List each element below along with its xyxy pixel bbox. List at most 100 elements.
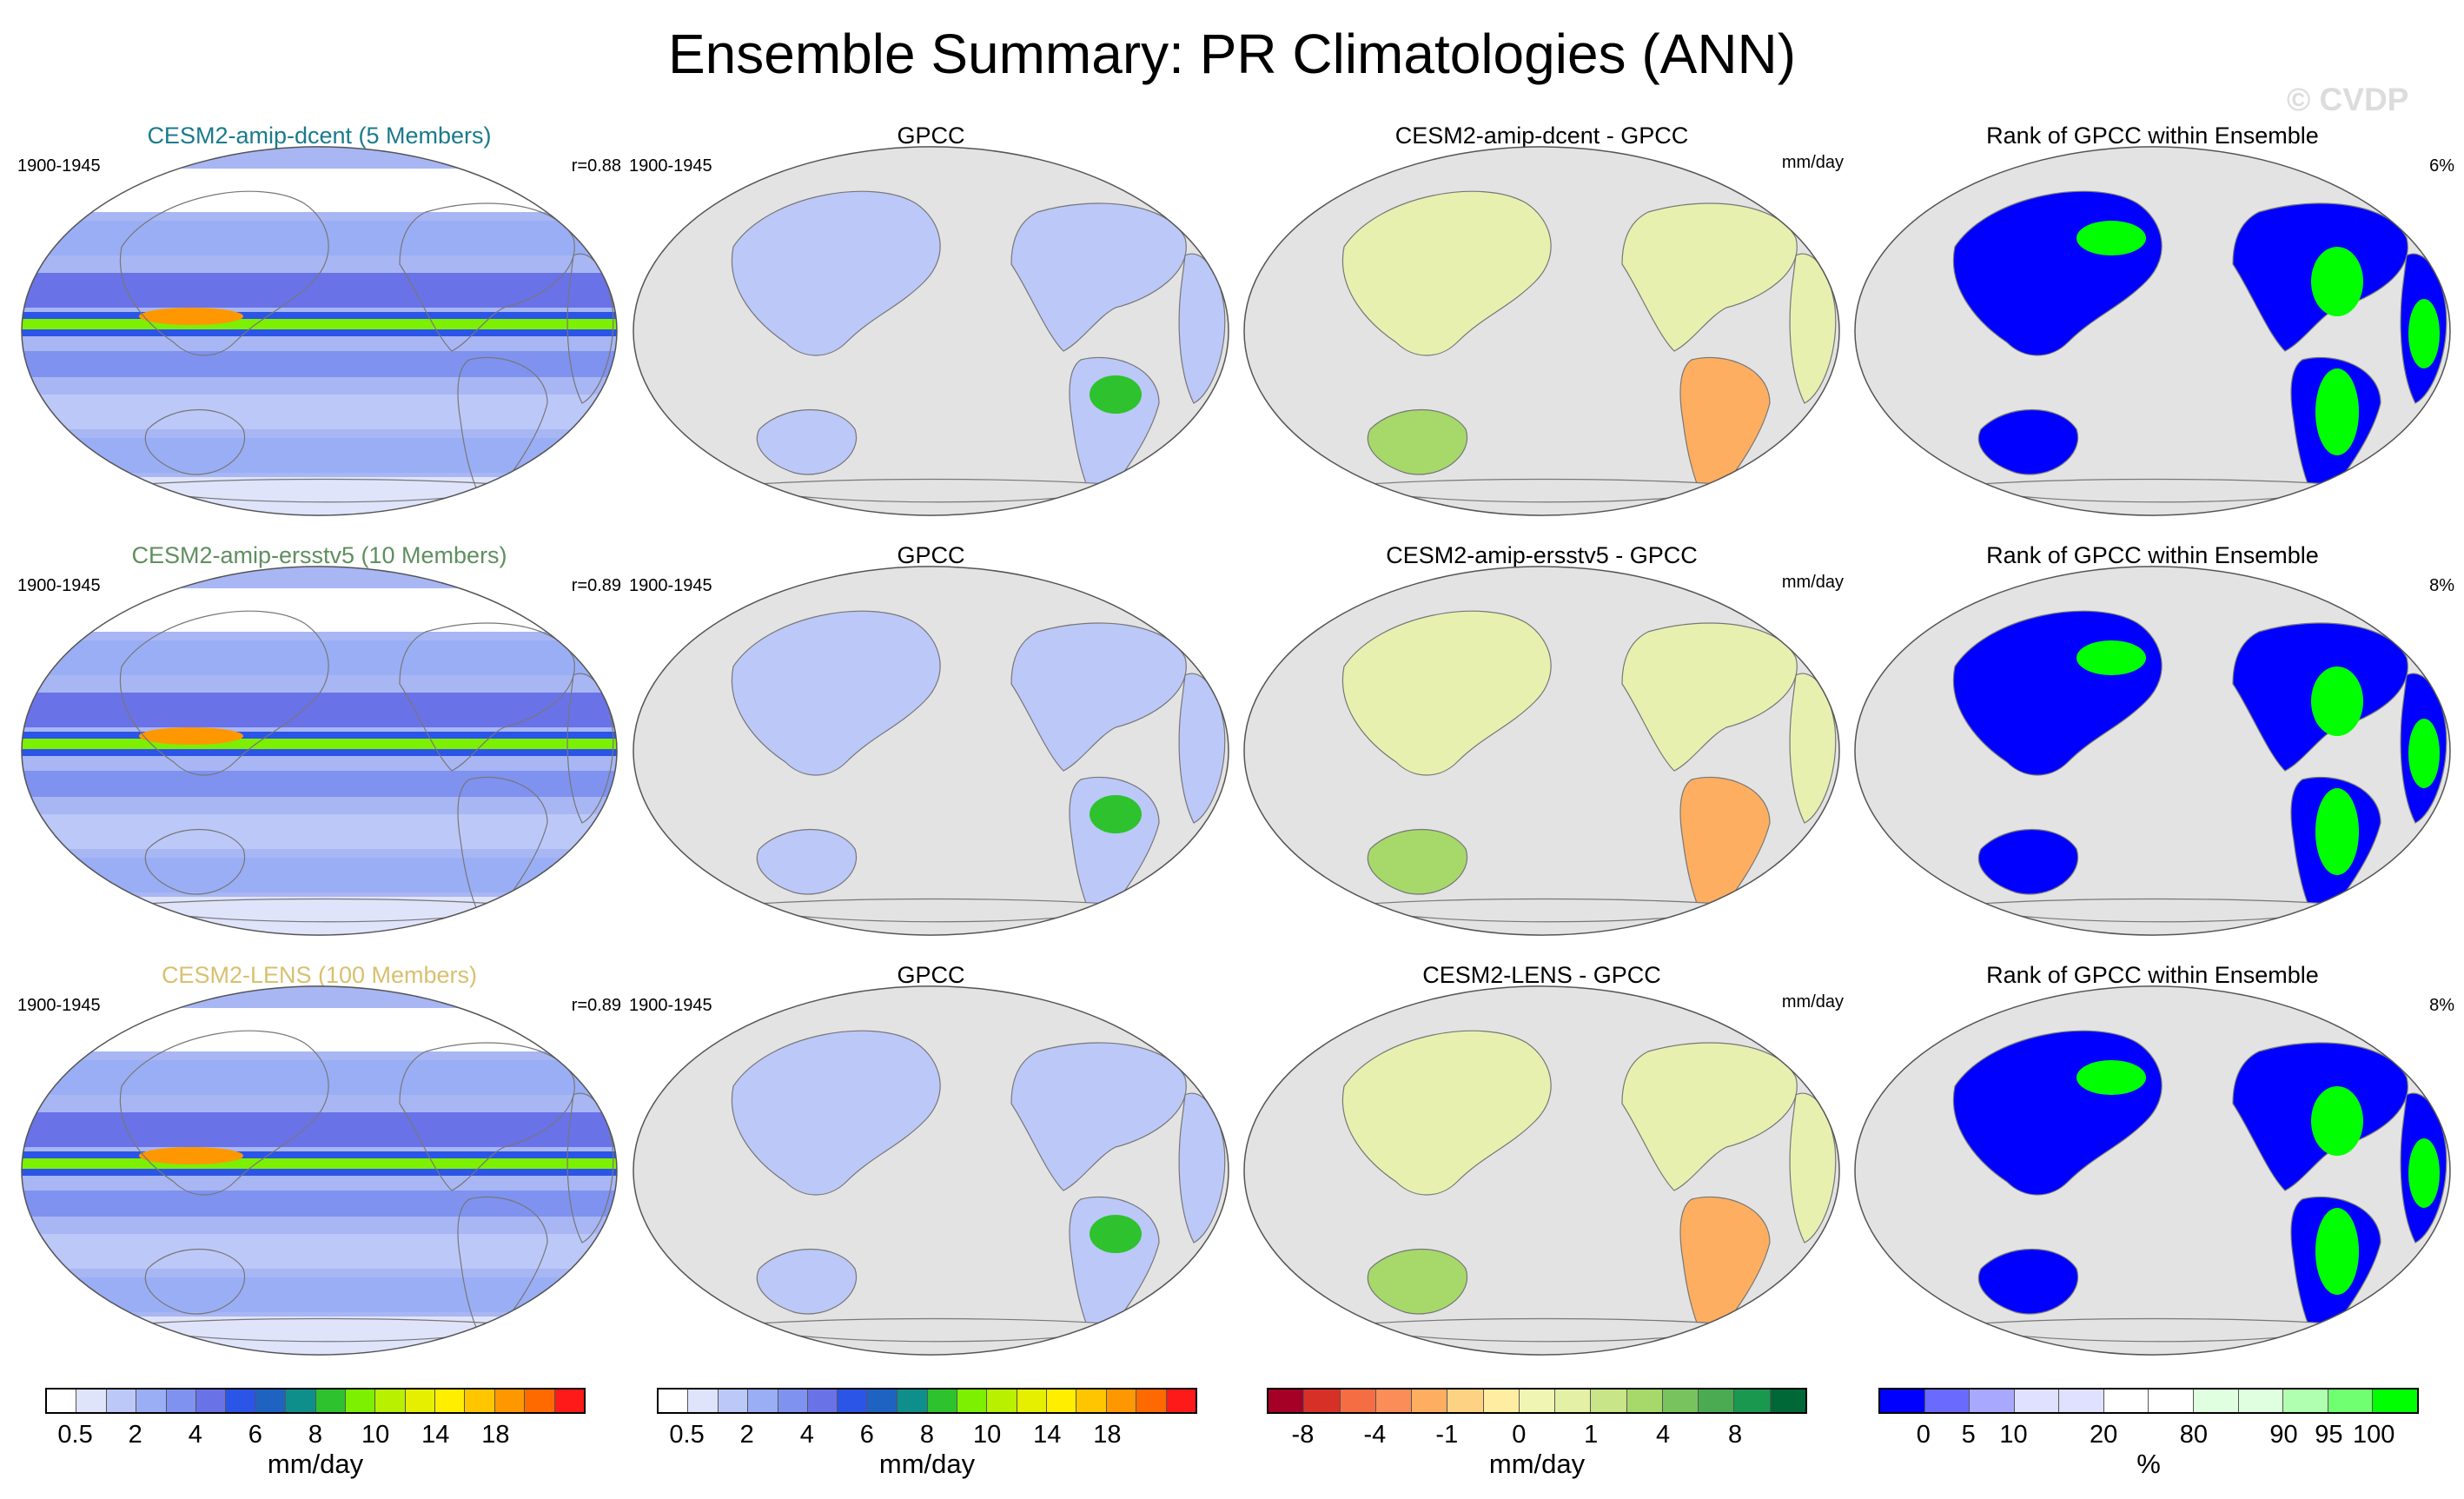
- colorbar-swatch: [2283, 1390, 2328, 1412]
- colorbar-tick-label: 8: [1727, 1421, 1743, 1449]
- colorbar-tick-label: -4: [1363, 1421, 1387, 1449]
- ensemble-map-panel: [17, 562, 621, 939]
- precip-maximum: [139, 727, 243, 745]
- land-region: [1341, 190, 1552, 356]
- rank-high-region: [2077, 640, 2146, 675]
- land-region: [731, 610, 941, 776]
- amazon-precip: [1090, 795, 1142, 833]
- colorbar-swatch: [1136, 1390, 1167, 1412]
- land-region: [1954, 478, 2355, 503]
- colorbar-swatch: [195, 1390, 227, 1412]
- years-label: 1900-1945: [17, 576, 101, 595]
- colorbar-swatch: [435, 1390, 466, 1412]
- map-border: [633, 985, 1229, 1356]
- diff-panel-title: CESM2-amip-ersstv5 - GPCC: [1386, 542, 1698, 568]
- land-region: [1954, 1317, 2355, 1343]
- land-region: [731, 1030, 941, 1196]
- ensemble-map: [21, 146, 618, 516]
- coastline: [144, 828, 246, 895]
- colorbar-swatch: [2149, 1390, 2195, 1412]
- rank-map-panel: [1851, 982, 2454, 1359]
- obs-map: [633, 566, 1229, 936]
- rank-percent: 8%: [2429, 576, 2454, 595]
- rank-panel-title: Rank of GPCC within Ensemble: [1986, 962, 2319, 988]
- years-label: 1900-1945: [629, 576, 712, 595]
- colorbar-tick-label: 0: [1512, 1421, 1527, 1449]
- precip-maximum: [139, 1147, 243, 1164]
- map-border: [21, 985, 618, 1356]
- colorbar-swatch: [1166, 1390, 1196, 1412]
- diff-panel-title: CESM2-amip-dcent - GPCC: [1394, 123, 1689, 149]
- land-region: [1010, 622, 1187, 772]
- precip-band: [21, 1191, 618, 1217]
- colorbar-swatch: [1970, 1390, 2015, 1412]
- land-region: [756, 408, 858, 475]
- precip-band: [21, 1112, 618, 1147]
- precip-band: [21, 897, 618, 936]
- precip-band: [21, 169, 618, 212]
- precip-band: [21, 438, 618, 473]
- colorbar-swatch: [405, 1390, 436, 1412]
- land-region: [756, 1248, 858, 1315]
- ensemble-map: [21, 566, 618, 936]
- diff-map: [1243, 985, 1840, 1356]
- colorbar-swatch: [778, 1390, 808, 1412]
- precip-band: [21, 477, 618, 516]
- map-border: [1243, 566, 1840, 936]
- colorbar-boxes: [45, 1388, 586, 1414]
- colorbar-swatch: [136, 1390, 167, 1412]
- years-label: 1900-1945: [629, 996, 712, 1015]
- land-region: [732, 898, 1134, 923]
- colorbar-swatch: [688, 1390, 719, 1412]
- pattern-correlation: r=0.89: [571, 576, 621, 595]
- years-label: 1900-1945: [17, 156, 101, 176]
- diff-map-panel: [1240, 982, 1844, 1359]
- precip-band: [21, 1234, 618, 1269]
- pattern-correlation: r=0.89: [571, 996, 621, 1015]
- ensemble-map-panel: [17, 143, 621, 520]
- colorbar-swatch: [1734, 1390, 1771, 1412]
- colorbar-swatch: [1880, 1390, 1925, 1412]
- colorbar-tick-label: 80: [2179, 1421, 2208, 1449]
- map-border: [21, 146, 618, 516]
- colorbar-swatch: [375, 1390, 406, 1412]
- colorbar-tick-label: 18: [481, 1421, 510, 1449]
- precip-band: [21, 319, 618, 329]
- colorbar-swatch: [47, 1390, 77, 1412]
- colorbar-swatch: [1591, 1390, 1627, 1412]
- land-region: [1977, 828, 2079, 895]
- colorbar-swatch: [525, 1390, 555, 1412]
- colorbar-swatch: [76, 1390, 107, 1412]
- colorbar-swatch: [987, 1390, 1017, 1412]
- coastline: [144, 408, 246, 475]
- precip-band: [21, 273, 618, 308]
- colorbar-tick-label: 2: [128, 1421, 142, 1449]
- obs-map-panel: [629, 562, 1233, 939]
- colorbar-swatch: [2014, 1390, 2060, 1412]
- rank-high-region: [2315, 1208, 2359, 1295]
- colorbar-boxes: [1267, 1388, 1807, 1414]
- obs-map-panel: [629, 143, 1233, 520]
- diff-panel-title: CESM2-LENS - GPCC: [1422, 962, 1661, 988]
- coastline: [399, 202, 575, 352]
- land-region: [1621, 622, 1798, 772]
- colorbar-tick-label: 0: [1916, 1421, 1931, 1449]
- colorbar-units: mm/day: [1488, 1449, 1586, 1479]
- map-border: [1854, 566, 2451, 936]
- colorbar-tick-label: 100: [2352, 1421, 2395, 1449]
- years-label: 1900-1945: [629, 156, 712, 176]
- colorbar-swatch: [1519, 1390, 1556, 1412]
- rank-high-region: [2408, 299, 2440, 368]
- colorbar-tick-label: 14: [1033, 1421, 1062, 1449]
- colorbar-tick-label: 10: [972, 1421, 1002, 1449]
- colorbar-swatch: [345, 1390, 376, 1412]
- map-border: [633, 566, 1229, 936]
- colorbar-swatch: [838, 1390, 868, 1412]
- precip-band: [21, 1317, 618, 1356]
- precip-band: [21, 221, 618, 255]
- colorbar-swatch: [927, 1390, 957, 1412]
- colorbar-tick-label: 5: [1961, 1421, 1976, 1449]
- colorbar-tick-label: 6: [248, 1421, 262, 1449]
- land-region: [1621, 202, 1798, 352]
- years-label: 1900-1945: [17, 996, 101, 1015]
